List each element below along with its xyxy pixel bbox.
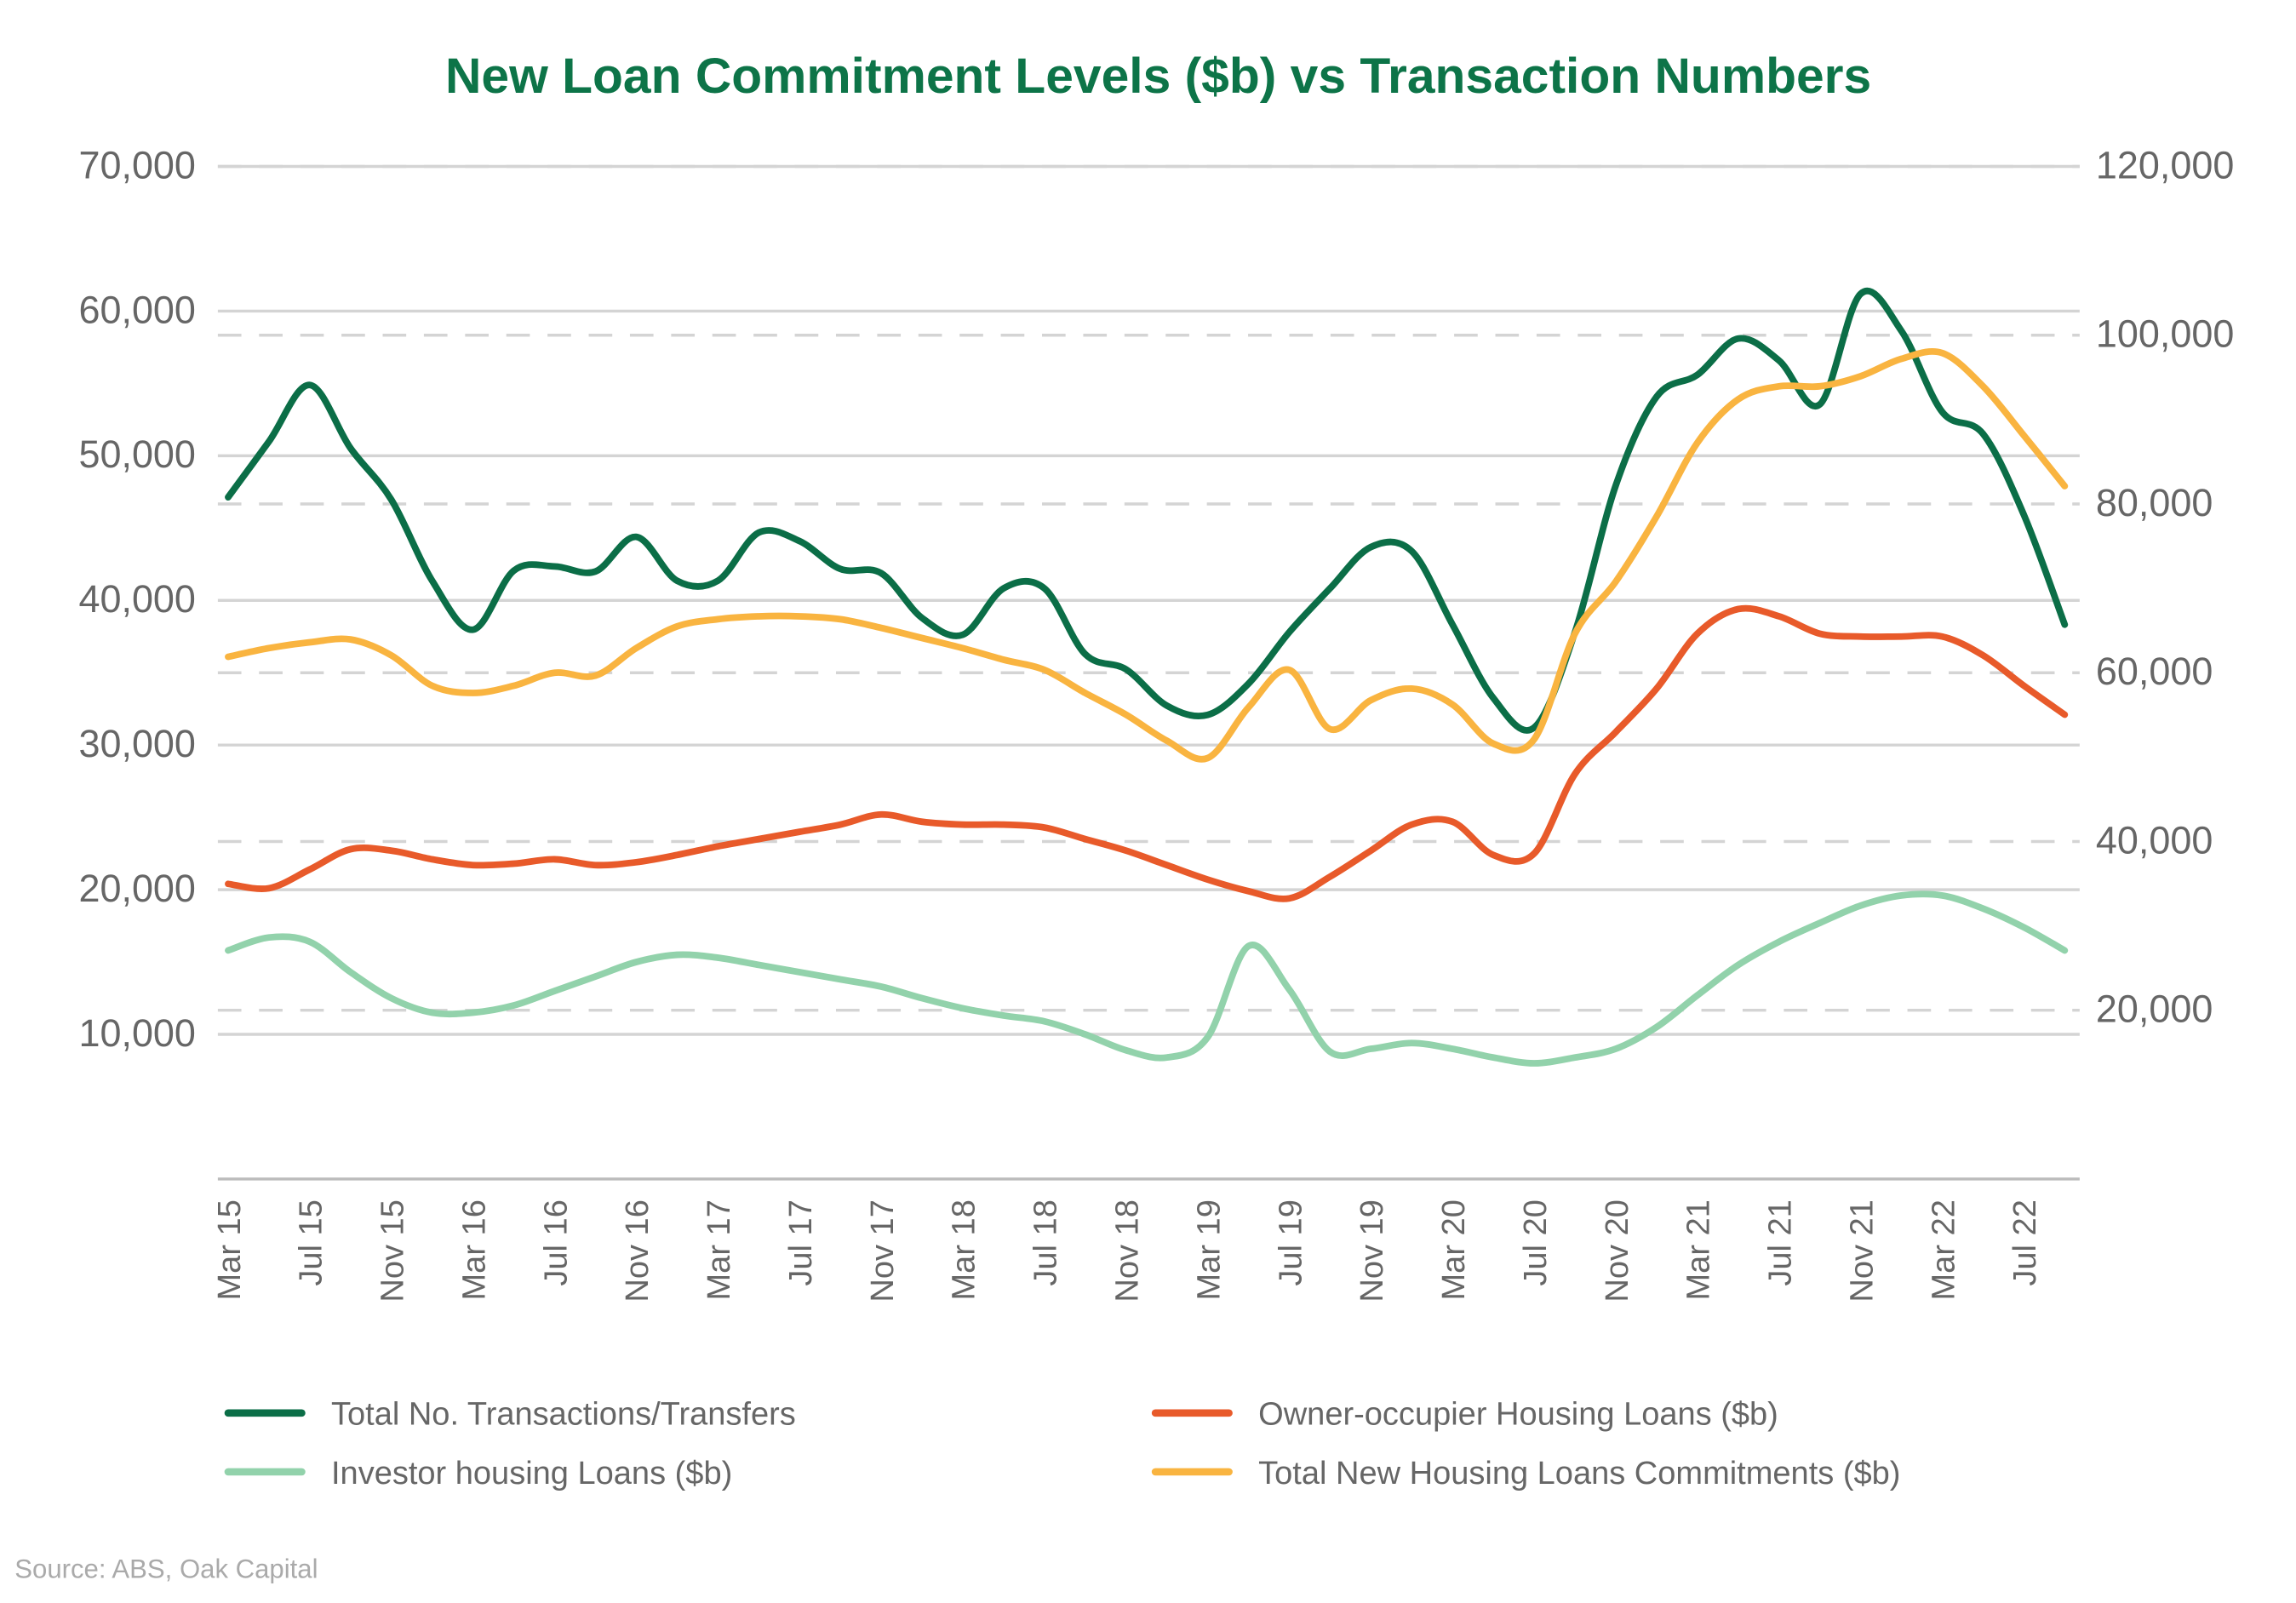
x-tick-label: Mar 18 — [947, 1199, 982, 1300]
y2-tick-label: 80,000 — [2096, 481, 2213, 524]
legend-label: Owner-occupier Housing Loans ($b) — [1258, 1397, 1778, 1433]
y-tick-label: 60,000 — [78, 288, 195, 331]
legend-label: Total No. Transactions/Transfers — [331, 1397, 796, 1433]
x-tick-label: Jul 18 — [1028, 1199, 1064, 1285]
legend-label: Investor housing Loans ($b) — [331, 1456, 732, 1491]
x-tick-label: Nov 16 — [620, 1199, 656, 1302]
y2-tick-label: 20,000 — [2096, 988, 2213, 1031]
x-tick-label: Nov 15 — [375, 1199, 411, 1302]
x-tick-label: Mar 22 — [1926, 1199, 1961, 1300]
legend-label: Total New Housing Loans Commitments ($b) — [1258, 1456, 1900, 1491]
source-note: Source: ABS, Oak Capital — [14, 1554, 318, 1583]
line-series — [225, 347, 2069, 763]
x-tick-label: Nov 21 — [1844, 1199, 1880, 1302]
x-tick-label: Jul 21 — [1763, 1199, 1799, 1285]
line-series — [225, 288, 2069, 734]
y2-tick-label: 100,000 — [2096, 312, 2234, 356]
x-tick-label: Nov 18 — [1110, 1199, 1146, 1302]
x-tick-label: Jul 15 — [294, 1199, 329, 1285]
x-tick-label: Jul 22 — [2007, 1199, 2043, 1285]
y-tick-label: 50,000 — [78, 432, 195, 476]
chart-title: New Loan Commitment Levels ($b) vs Trans… — [445, 49, 1871, 104]
y-tick-label: 70,000 — [78, 143, 195, 186]
y2-tick-label: 40,000 — [2096, 818, 2213, 862]
x-tick-label: Mar 15 — [212, 1199, 248, 1300]
y2-tick-label: 60,000 — [2096, 650, 2213, 693]
x-tick-label: Mar 21 — [1681, 1199, 1717, 1300]
x-tick-label: Mar 17 — [701, 1199, 737, 1300]
x-tick-label: Jul 20 — [1518, 1199, 1554, 1285]
y-tick-label: 20,000 — [78, 867, 195, 910]
y-tick-label: 30,000 — [78, 722, 195, 765]
y-tick-label: 40,000 — [78, 577, 195, 621]
y2-tick-label: 120,000 — [2096, 143, 2234, 186]
x-tick-label: Mar 16 — [456, 1199, 492, 1300]
x-tick-label: Jul 19 — [1273, 1199, 1308, 1285]
x-tick-label: Mar 19 — [1191, 1199, 1227, 1300]
x-tick-label: Jul 17 — [783, 1199, 819, 1285]
x-tick-label: Nov 19 — [1354, 1199, 1390, 1302]
x-tick-label: Nov 17 — [865, 1199, 901, 1302]
x-tick-label: Mar 20 — [1436, 1199, 1472, 1300]
x-tick-label: Jul 16 — [538, 1199, 574, 1285]
line-series — [225, 604, 2069, 902]
line-series — [225, 890, 2069, 1067]
x-tick-label: Nov 20 — [1600, 1199, 1635, 1302]
y-tick-label: 10,000 — [78, 1011, 195, 1055]
